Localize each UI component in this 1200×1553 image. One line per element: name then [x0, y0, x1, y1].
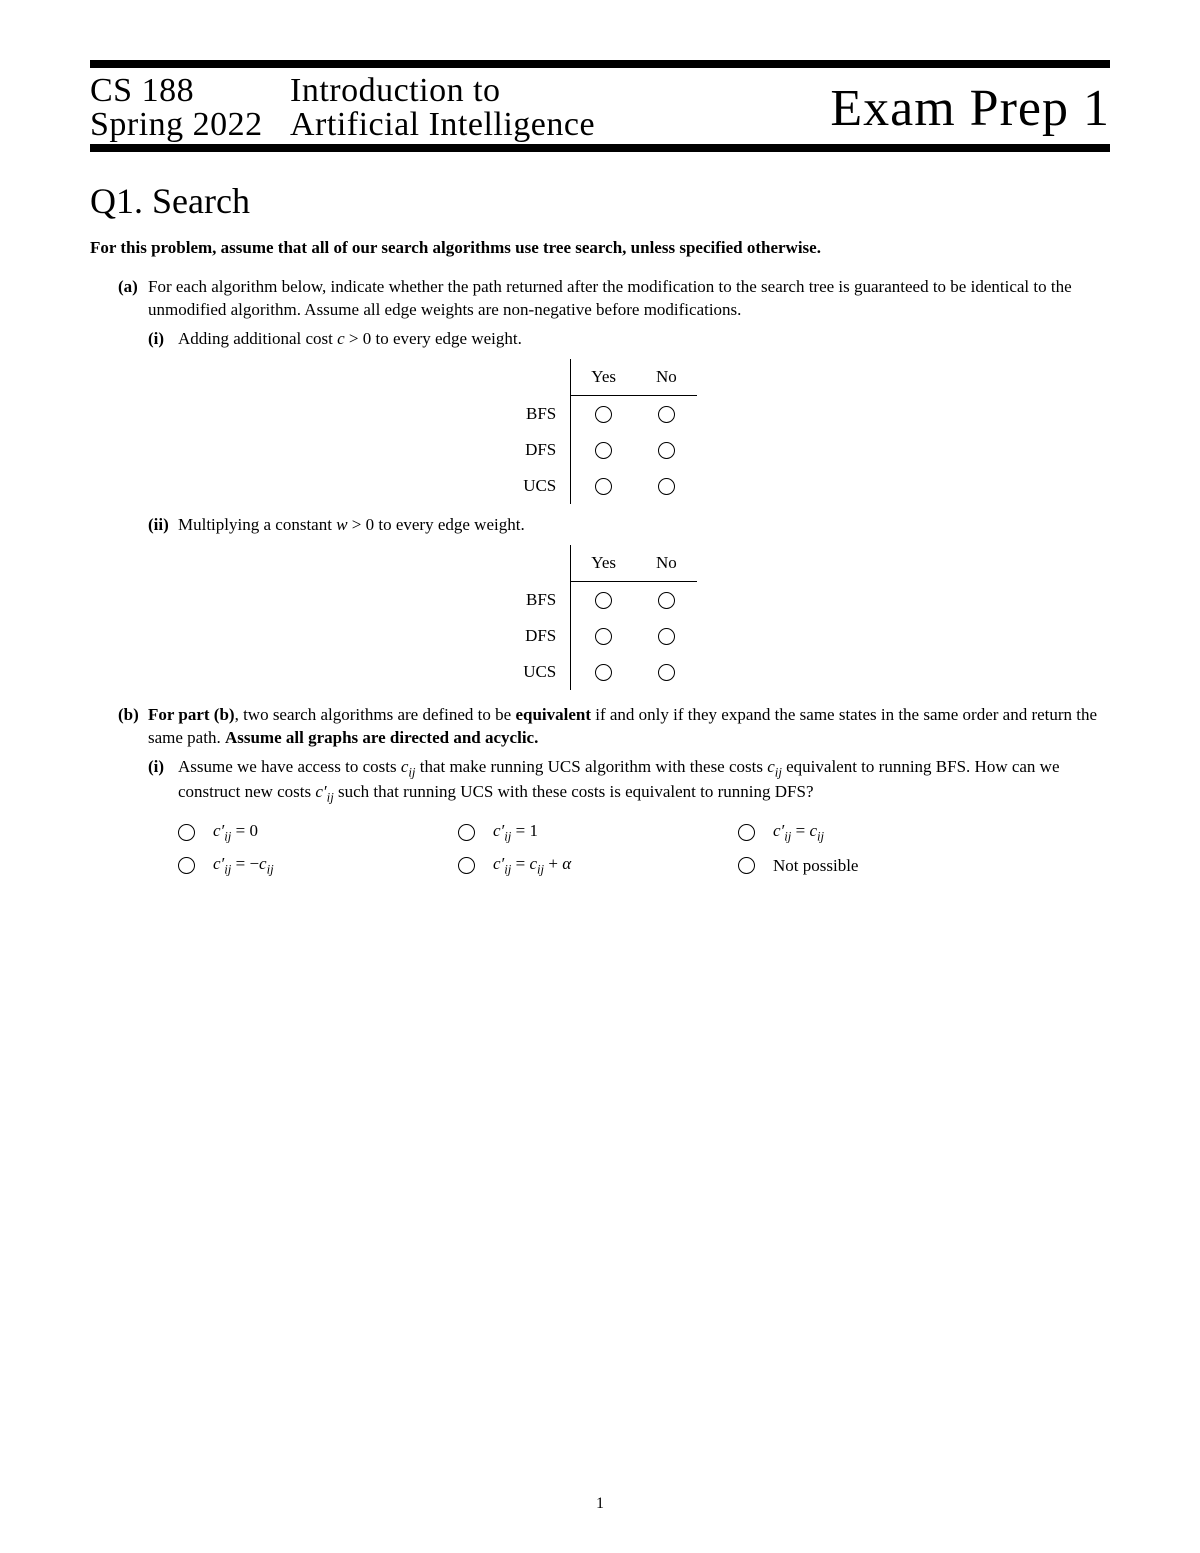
part-b-label: (b) — [118, 704, 148, 750]
col-yes: Yes — [571, 359, 636, 396]
table-row: UCS — [503, 468, 697, 504]
radio-dfs-no[interactable] — [658, 442, 675, 459]
table-row: DFS — [503, 618, 697, 654]
table-a-ii: Yes No BFS DFS UCS — [503, 545, 697, 690]
header-course: CS 188 Spring 2022 — [90, 74, 290, 142]
mc-option-b[interactable]: c′ij = 1 — [458, 821, 728, 844]
part-b-i-label: (i) — [148, 756, 178, 807]
radio-icon — [458, 824, 475, 841]
mc-option-d[interactable]: c′ij = −cij — [178, 854, 448, 877]
mc-option-c[interactable]: c′ij = cij — [738, 821, 1008, 844]
part-b: (b) For part (b), two search algorithms … — [118, 704, 1110, 750]
part-b-i-text: Assume we have access to costs cij that … — [178, 756, 1110, 807]
question-title: Q1. Search — [90, 180, 1110, 222]
row-label: DFS — [503, 432, 571, 468]
table-corner — [503, 359, 571, 396]
radio-dfs-yes-2[interactable] — [595, 628, 612, 645]
part-a-i-text: Adding additional cost c > 0 to every ed… — [178, 328, 1110, 351]
radio-bfs-no-2[interactable] — [658, 592, 675, 609]
radio-bfs-yes-2[interactable] — [595, 592, 612, 609]
part-b-text: For part (b), two search algorithms are … — [148, 704, 1110, 750]
mc-label: Not possible — [773, 856, 858, 876]
subtitle-line1: Introduction to — [290, 72, 501, 109]
col-no: No — [636, 359, 697, 396]
radio-icon — [738, 824, 755, 841]
radio-ucs-no-2[interactable] — [658, 664, 675, 681]
part-b-equiv: equivalent — [515, 705, 591, 724]
radio-ucs-yes-2[interactable] — [595, 664, 612, 681]
radio-icon — [458, 857, 475, 874]
table-corner — [503, 545, 571, 582]
col-no: No — [636, 545, 697, 582]
row-label: UCS — [503, 468, 571, 504]
mc-label: c′ij = −cij — [213, 854, 274, 877]
part-a-ii-label: (ii) — [148, 514, 178, 537]
part-a-label: (a) — [118, 276, 148, 322]
top-rule — [90, 60, 1110, 68]
row-label: BFS — [503, 581, 571, 618]
part-b-prefix: For part (b) — [148, 705, 235, 724]
header-subtitle: Introduction to Artificial Intelligence — [290, 74, 830, 142]
part-a-ii: (ii) Multiplying a constant w > 0 to eve… — [148, 514, 1110, 537]
part-a-ii-text: Multiplying a constant w > 0 to every ed… — [178, 514, 1110, 537]
part-a-text: For each algorithm below, indicate wheth… — [148, 276, 1110, 322]
radio-dfs-yes[interactable] — [595, 442, 612, 459]
mc-label: c′ij = cij — [773, 821, 824, 844]
mc-label: c′ij = 1 — [493, 821, 538, 844]
row-label: UCS — [503, 654, 571, 690]
mc-option-f[interactable]: Not possible — [738, 854, 1008, 877]
part-a-i: (i) Adding additional cost c > 0 to ever… — [148, 328, 1110, 351]
part-a: (a) For each algorithm below, indicate w… — [118, 276, 1110, 322]
radio-ucs-no[interactable] — [658, 478, 675, 495]
table-a-i: Yes No BFS DFS UCS — [503, 359, 697, 504]
page: CS 188 Spring 2022 Introduction to Artif… — [0, 0, 1200, 1553]
radio-ucs-yes[interactable] — [595, 478, 612, 495]
radio-dfs-no-2[interactable] — [658, 628, 675, 645]
term: Spring 2022 — [90, 106, 263, 143]
subtitle-line2: Artificial Intelligence — [290, 106, 595, 143]
table-row: BFS — [503, 395, 697, 432]
mc-option-e[interactable]: c′ij = cij + α — [458, 854, 728, 877]
row-label: DFS — [503, 618, 571, 654]
table-row: BFS — [503, 581, 697, 618]
table-row: DFS — [503, 432, 697, 468]
doc-title: Exam Prep 1 — [830, 79, 1110, 138]
part-b-i: (i) Assume we have access to costs cij t… — [148, 756, 1110, 807]
part-a-i-label: (i) — [148, 328, 178, 351]
col-yes: Yes — [571, 545, 636, 582]
mc-label: c′ij = 0 — [213, 821, 258, 844]
table-row: UCS — [503, 654, 697, 690]
header: CS 188 Spring 2022 Introduction to Artif… — [90, 68, 1110, 144]
radio-bfs-yes[interactable] — [595, 406, 612, 423]
bottom-rule — [90, 144, 1110, 152]
mc-options: c′ij = 0 c′ij = 1 c′ij = cij c′ij = −cij… — [178, 821, 1008, 878]
radio-icon — [178, 824, 195, 841]
mc-label: c′ij = cij + α — [493, 854, 571, 877]
radio-bfs-no[interactable] — [658, 406, 675, 423]
part-b-assume: Assume all graphs are directed and acycl… — [225, 728, 538, 747]
question-intro: For this problem, assume that all of our… — [90, 238, 1110, 258]
radio-icon — [178, 857, 195, 874]
radio-icon — [738, 857, 755, 874]
mc-option-a[interactable]: c′ij = 0 — [178, 821, 448, 844]
course-code: CS 188 — [90, 72, 194, 109]
row-label: BFS — [503, 395, 571, 432]
part-b-mid: , two search algorithms are defined to b… — [235, 705, 516, 724]
page-number: 1 — [0, 1495, 1200, 1513]
